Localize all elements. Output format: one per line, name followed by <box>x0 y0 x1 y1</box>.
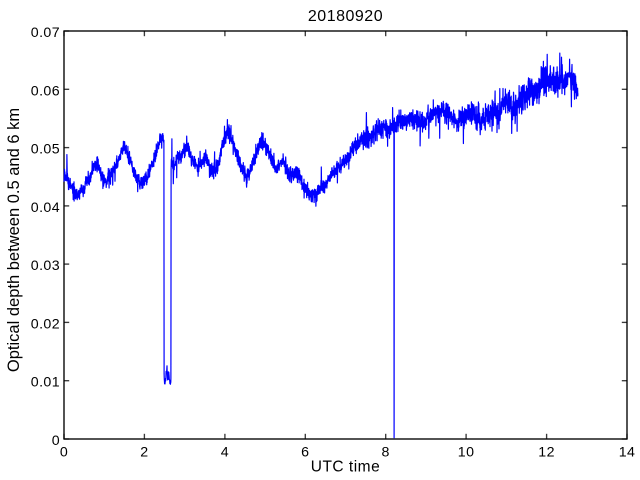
svg-text:0.07: 0.07 <box>31 25 60 41</box>
svg-text:10: 10 <box>458 445 475 461</box>
svg-text:8: 8 <box>382 445 390 461</box>
svg-text:12: 12 <box>538 445 555 461</box>
svg-text:0.05: 0.05 <box>31 142 60 158</box>
svg-text:0.06: 0.06 <box>31 83 60 99</box>
svg-text:14: 14 <box>619 445 636 461</box>
svg-text:0.03: 0.03 <box>31 258 60 274</box>
svg-text:2: 2 <box>140 445 148 461</box>
svg-text:6: 6 <box>301 445 309 461</box>
svg-text:4: 4 <box>221 445 229 461</box>
svg-text:Optical depth between 0.5 and: Optical depth between 0.5 and 6 km <box>5 108 23 372</box>
svg-text:UTC time: UTC time <box>311 459 380 476</box>
svg-text:20180920: 20180920 <box>308 8 383 25</box>
svg-text:0: 0 <box>52 433 60 449</box>
svg-text:0.01: 0.01 <box>31 375 60 391</box>
svg-text:0: 0 <box>60 445 68 461</box>
svg-text:0.02: 0.02 <box>31 316 60 332</box>
svg-text:0.04: 0.04 <box>31 200 60 216</box>
